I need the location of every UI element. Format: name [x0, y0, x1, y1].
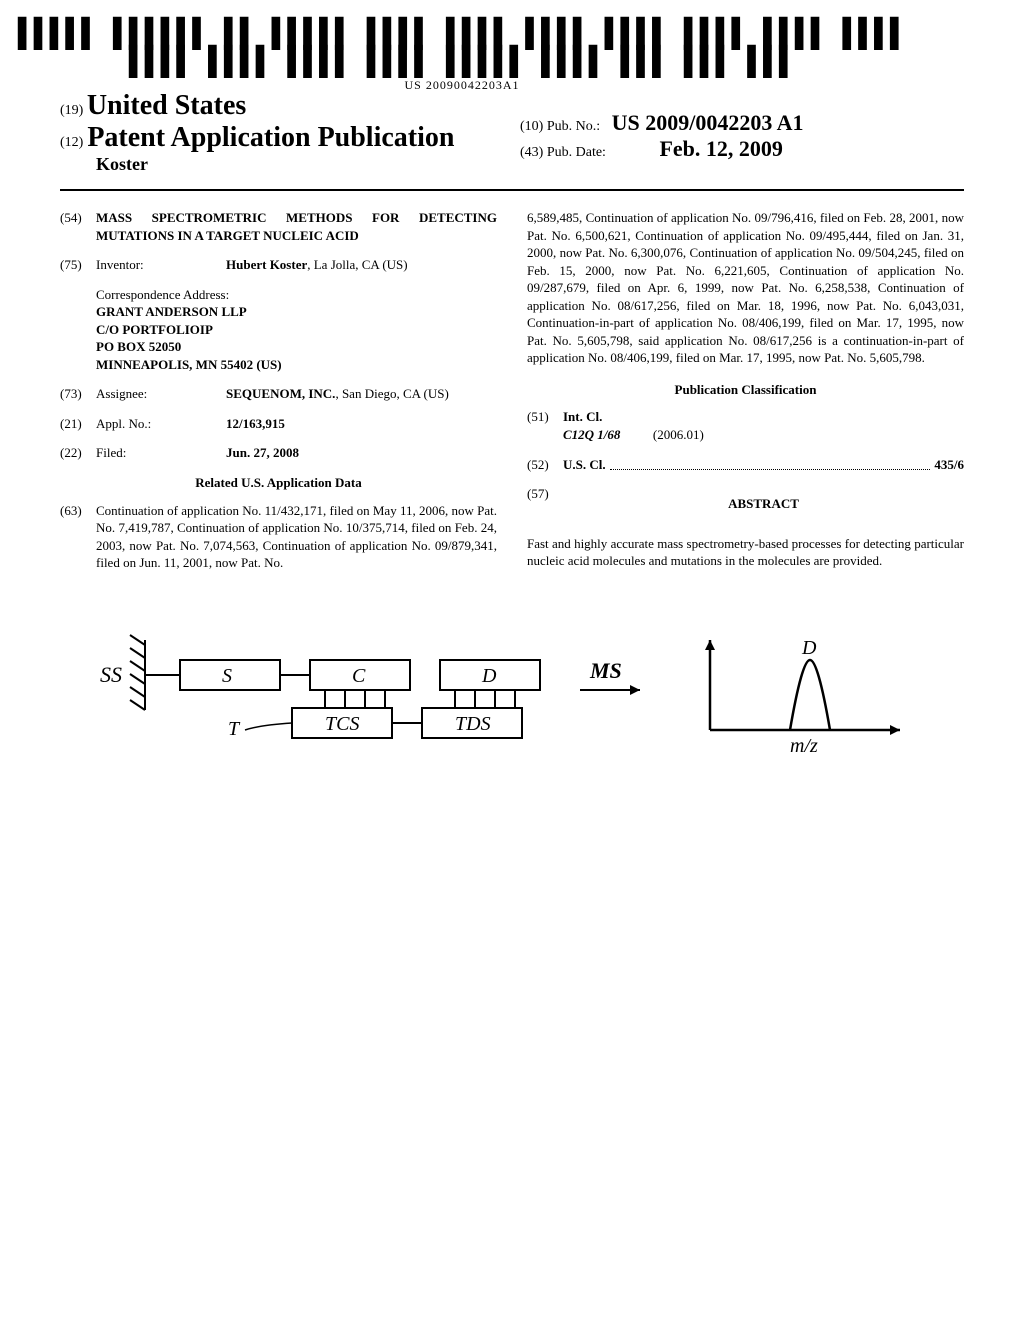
left-column: (54) MASS SPECTROMETRIC METHODS FOR DETE… [60, 209, 497, 584]
correspondence-label: Correspondence Address: [96, 286, 497, 304]
barcode-block: ▌▌▌▌▌ ▌▌▌▌▌▌ ▌▌ ▌▌▌▌▌ ▌▌▌▌ ▌▌▌▌ ▌▌▌▌ ▌▌▌… [0, 20, 924, 93]
field-75-num: (75) [60, 256, 96, 274]
correspondence-block: Correspondence Address: GRANT ANDERSON L… [96, 286, 497, 374]
field-21-num: (21) [60, 415, 96, 433]
header-rule [60, 189, 964, 191]
inventor-loc: , La Jolla, CA (US) [307, 257, 407, 272]
field-63-num: (63) [60, 502, 96, 572]
field-22-num: (22) [60, 444, 96, 462]
pubdate-label: Pub. Date: [547, 145, 606, 160]
field-75-label: Inventor: [96, 256, 226, 274]
field-54-title: MASS SPECTROMETRIC METHODS FOR DETECTING… [96, 209, 497, 244]
fig-label-s: S [222, 665, 232, 687]
fig-label-tds: TDS [455, 713, 491, 735]
pubno-label: Pub. No.: [547, 119, 600, 134]
fig-label-d2: D [801, 637, 817, 659]
intcl-code: C12Q 1/68 [563, 427, 620, 442]
correspondence-l3: PO BOX 52050 [96, 338, 497, 356]
uscl-dotted-leader [610, 468, 931, 470]
field-63-text: Continuation of application No. 11/432,1… [96, 502, 497, 572]
barcode-text: US 20090042203A1 [0, 78, 924, 93]
header-right: (10) Pub. No.: US 2009/0042203 A1 (43) P… [520, 110, 804, 162]
right-column: 6,589,485, Continuation of application N… [527, 209, 964, 584]
body-columns: (54) MASS SPECTROMETRIC METHODS FOR DETE… [60, 209, 964, 584]
field-73-num: (73) [60, 385, 96, 403]
diagram-svg: SS S C TCS T [100, 630, 920, 770]
fig-label-c: C [352, 665, 366, 687]
header-left: (19) United States (12) Patent Applicati… [60, 90, 964, 175]
field-54-num: (54) [60, 209, 96, 244]
field-21-label: Appl. No.: [96, 415, 226, 433]
field-57-num: (57) [527, 485, 563, 523]
field-51-num: (51) [527, 408, 563, 443]
continuation-text: 6,589,485, Continuation of application N… [527, 209, 964, 367]
classification-header: Publication Classification [527, 381, 964, 399]
field-22-val: Jun. 27, 2008 [226, 444, 497, 462]
field-22-label: Filed: [96, 444, 226, 462]
doc-kind: Patent Application Publication [87, 122, 454, 153]
field-73-label: Assignee: [96, 385, 226, 403]
abstract-header: ABSTRACT [563, 495, 964, 513]
field-51-label: Int. Cl. [563, 409, 602, 424]
fig-label-d: D [481, 665, 497, 687]
barcode: ▌▌▌▌▌ ▌▌▌▌▌▌ ▌▌ ▌▌▌▌▌ ▌▌▌▌ ▌▌▌▌ ▌▌▌▌ ▌▌▌… [0, 20, 924, 76]
related-data-header: Related U.S. Application Data [60, 474, 497, 492]
country-name: United States [87, 90, 246, 121]
field-21-val: 12/163,915 [226, 415, 497, 433]
field-52-num: (52) [527, 456, 563, 474]
pubno-prefix: (10) [520, 119, 543, 134]
pubdate-prefix: (43) [520, 145, 543, 160]
intcl-ver: (2006.01) [653, 427, 704, 442]
fig-label-xaxis: m/z [790, 735, 818, 757]
field-52-val: 435/6 [934, 456, 964, 474]
country-prefix: (19) [60, 103, 83, 118]
fig-label-ss: SS [100, 662, 122, 687]
doc-kind-prefix: (12) [60, 135, 83, 150]
fig-label-t: T [228, 718, 241, 740]
figure: SS S C TCS T [100, 630, 920, 775]
correspondence-l1: GRANT ANDERSON LLP [96, 303, 497, 321]
pubdate-value: Feb. 12, 2009 [659, 136, 782, 161]
fig-label-tcs: TCS [325, 713, 359, 735]
inventor-name: Hubert Koster [226, 257, 307, 272]
field-52-label: U.S. Cl. [563, 456, 606, 474]
assignee-name: SEQUENOM, INC. [226, 386, 335, 401]
pubno-value: US 2009/0042203 A1 [612, 110, 804, 135]
assignee-loc: , San Diego, CA (US) [335, 386, 448, 401]
abstract-text: Fast and highly accurate mass spectromet… [527, 535, 964, 570]
fig-label-ms: MS [589, 658, 622, 683]
correspondence-l2: C/O PORTFOLIOIP [96, 321, 497, 339]
correspondence-l4: MINNEAPOLIS, MN 55402 (US) [96, 356, 497, 374]
